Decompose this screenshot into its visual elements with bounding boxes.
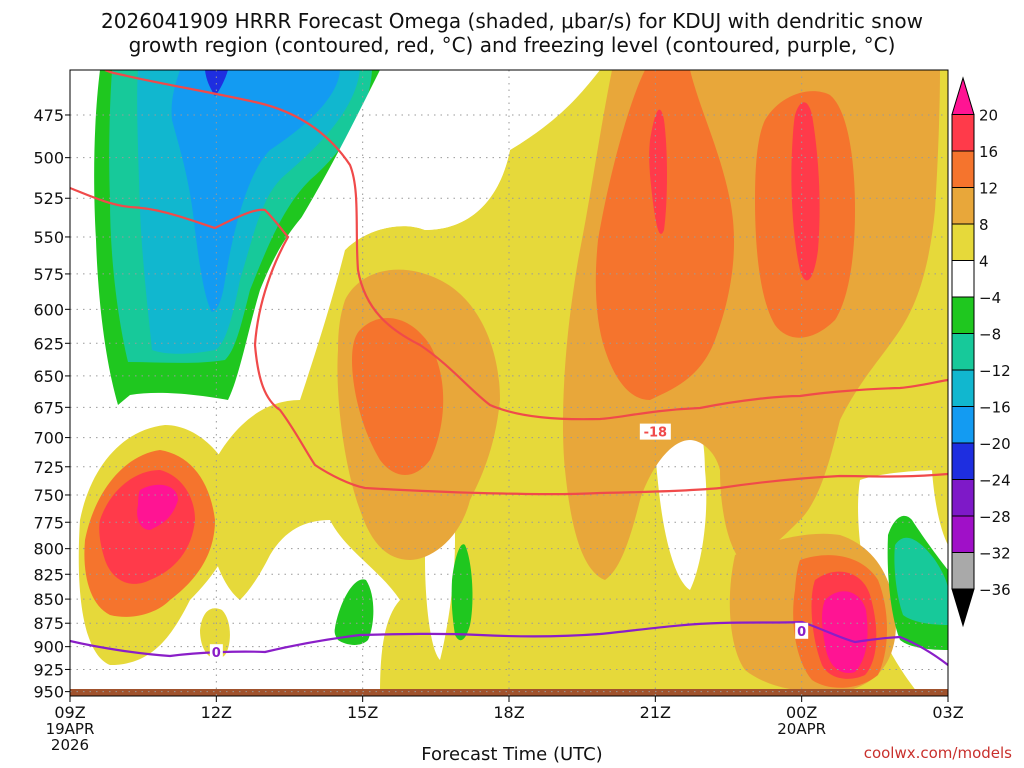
contour-label: -18 xyxy=(644,426,668,441)
omega-region-positive-20b xyxy=(822,591,868,674)
colorbar-swatch xyxy=(951,369,975,407)
x-tick-label: 00Z xyxy=(786,703,817,722)
omega-shading xyxy=(70,70,948,696)
x-date-label: 20APR xyxy=(777,720,826,738)
colorbar-swatch xyxy=(951,479,975,517)
omega-region-negative-teal-cell xyxy=(894,537,948,625)
colorbar-top-arrow xyxy=(951,76,975,115)
colorbar-label: −16 xyxy=(979,399,1011,417)
y-tick-label: 825 xyxy=(33,565,64,584)
colorbar-swatch xyxy=(951,114,975,152)
colorbar-swatch xyxy=(951,223,975,261)
colorbar-label: 4 xyxy=(979,253,989,271)
omega-region-positive-12b xyxy=(595,70,735,400)
x-date-label: 19APR xyxy=(46,720,95,738)
colorbar-swatch xyxy=(951,552,975,590)
omega-region-negative-green-cell-2 xyxy=(451,544,473,641)
colorbar: 20 16 12 8 4 −4 −8 −12 −16 −20 −24 −28 −32 −36 xyxy=(951,76,1011,628)
y-tick-label: 525 xyxy=(33,189,64,208)
colorbar-label: −28 xyxy=(979,508,1011,526)
y-tick-label: 475 xyxy=(33,106,64,125)
contour-label: 0 xyxy=(797,625,806,640)
colorbar-swatch xyxy=(951,260,975,298)
y-tick-label: 650 xyxy=(33,367,64,386)
dendritic-contour-upper xyxy=(104,70,948,421)
omega-region-positive-16c xyxy=(791,102,820,281)
y-tick-label: 575 xyxy=(33,265,64,284)
colorbar-label: −8 xyxy=(979,326,1001,344)
colorbar-label: −12 xyxy=(979,362,1011,380)
colorbar-swatch xyxy=(951,187,975,225)
contour-labels: -18 0 0 xyxy=(209,423,809,661)
colorbar-label: −20 xyxy=(979,435,1011,453)
x-tick-label: 03Z xyxy=(932,703,963,722)
y-tick-label: 675 xyxy=(33,398,64,417)
y-tick-label: 550 xyxy=(33,228,64,247)
colorbar-swatch xyxy=(951,442,975,480)
surface-ground xyxy=(70,689,948,696)
colorbar-label: 16 xyxy=(979,143,998,161)
contour-label: 0 xyxy=(212,646,221,661)
x-date-label: 2026 xyxy=(51,736,89,754)
y-tick-label: 750 xyxy=(33,486,64,505)
y-axis: 475 500 525 550 575 600 625 650 675 700 725 750 775 8… xyxy=(33,106,70,702)
contour-label-bg xyxy=(209,644,223,661)
colorbar-label: 12 xyxy=(979,180,998,198)
omega-region-positive-20a xyxy=(137,484,178,530)
y-tick-label: 775 xyxy=(33,513,64,532)
colorbar-label: 8 xyxy=(979,216,989,234)
dendritic-contour-lower xyxy=(70,186,948,496)
contour-label-bg xyxy=(795,622,809,639)
colorbar-label: −36 xyxy=(979,581,1011,599)
y-tick-label: 700 xyxy=(33,429,64,448)
colorbar-bottom-arrow xyxy=(951,588,975,628)
colorbar-swatch xyxy=(951,296,975,334)
y-tick-label: 725 xyxy=(33,458,64,477)
chart-title-line2: growth region (contoured, red, °C) and f… xyxy=(128,33,896,57)
x-tick-label: 21Z xyxy=(640,703,671,722)
x-tick-label: 15Z xyxy=(347,703,378,722)
y-tick-label: 800 xyxy=(33,540,64,559)
omega-region-negative-green-cell-1 xyxy=(334,579,374,645)
y-tick-label: 500 xyxy=(33,149,64,168)
x-tick-label: 18Z xyxy=(493,703,524,722)
colorbar-swatch xyxy=(951,515,975,553)
y-tick-label: 875 xyxy=(33,614,64,633)
y-tick-label: 850 xyxy=(33,590,64,609)
omega-region-positive-12a xyxy=(352,318,444,475)
y-tick-label: 625 xyxy=(33,334,64,353)
colorbar-label: −24 xyxy=(979,472,1011,490)
contour-lines xyxy=(70,70,948,666)
omega-region-negative-blue xyxy=(171,70,340,312)
colorbar-swatch xyxy=(951,150,975,188)
x-tick-label: 09Z xyxy=(54,703,85,722)
contour-label-bg xyxy=(639,423,671,440)
colorbar-label: 20 xyxy=(979,107,998,125)
y-tick-label: 925 xyxy=(33,660,64,679)
x-axis-title: Forecast Time (UTC) xyxy=(421,744,603,765)
colorbar-swatch xyxy=(951,333,975,371)
x-tick-label: 12Z xyxy=(201,703,232,722)
y-tick-label: 900 xyxy=(33,638,64,657)
colorbar-swatch xyxy=(951,406,975,444)
plot-frame xyxy=(69,69,949,697)
colorbar-label: −32 xyxy=(979,545,1011,563)
credit-link[interactable]: coolwx.com/models xyxy=(863,744,1012,762)
omega-region-positive-yellow-right-edge xyxy=(932,470,948,545)
colorbar-label: −4 xyxy=(979,289,1001,307)
freezing-level-contour xyxy=(70,620,948,666)
y-tick-label: 600 xyxy=(33,300,64,319)
omega-region-positive-16b xyxy=(649,109,667,234)
y-tick-label: 950 xyxy=(33,683,64,702)
chart-title-line1: 2026041909 HRRR Forecast Omega (shaded, … xyxy=(101,9,923,33)
